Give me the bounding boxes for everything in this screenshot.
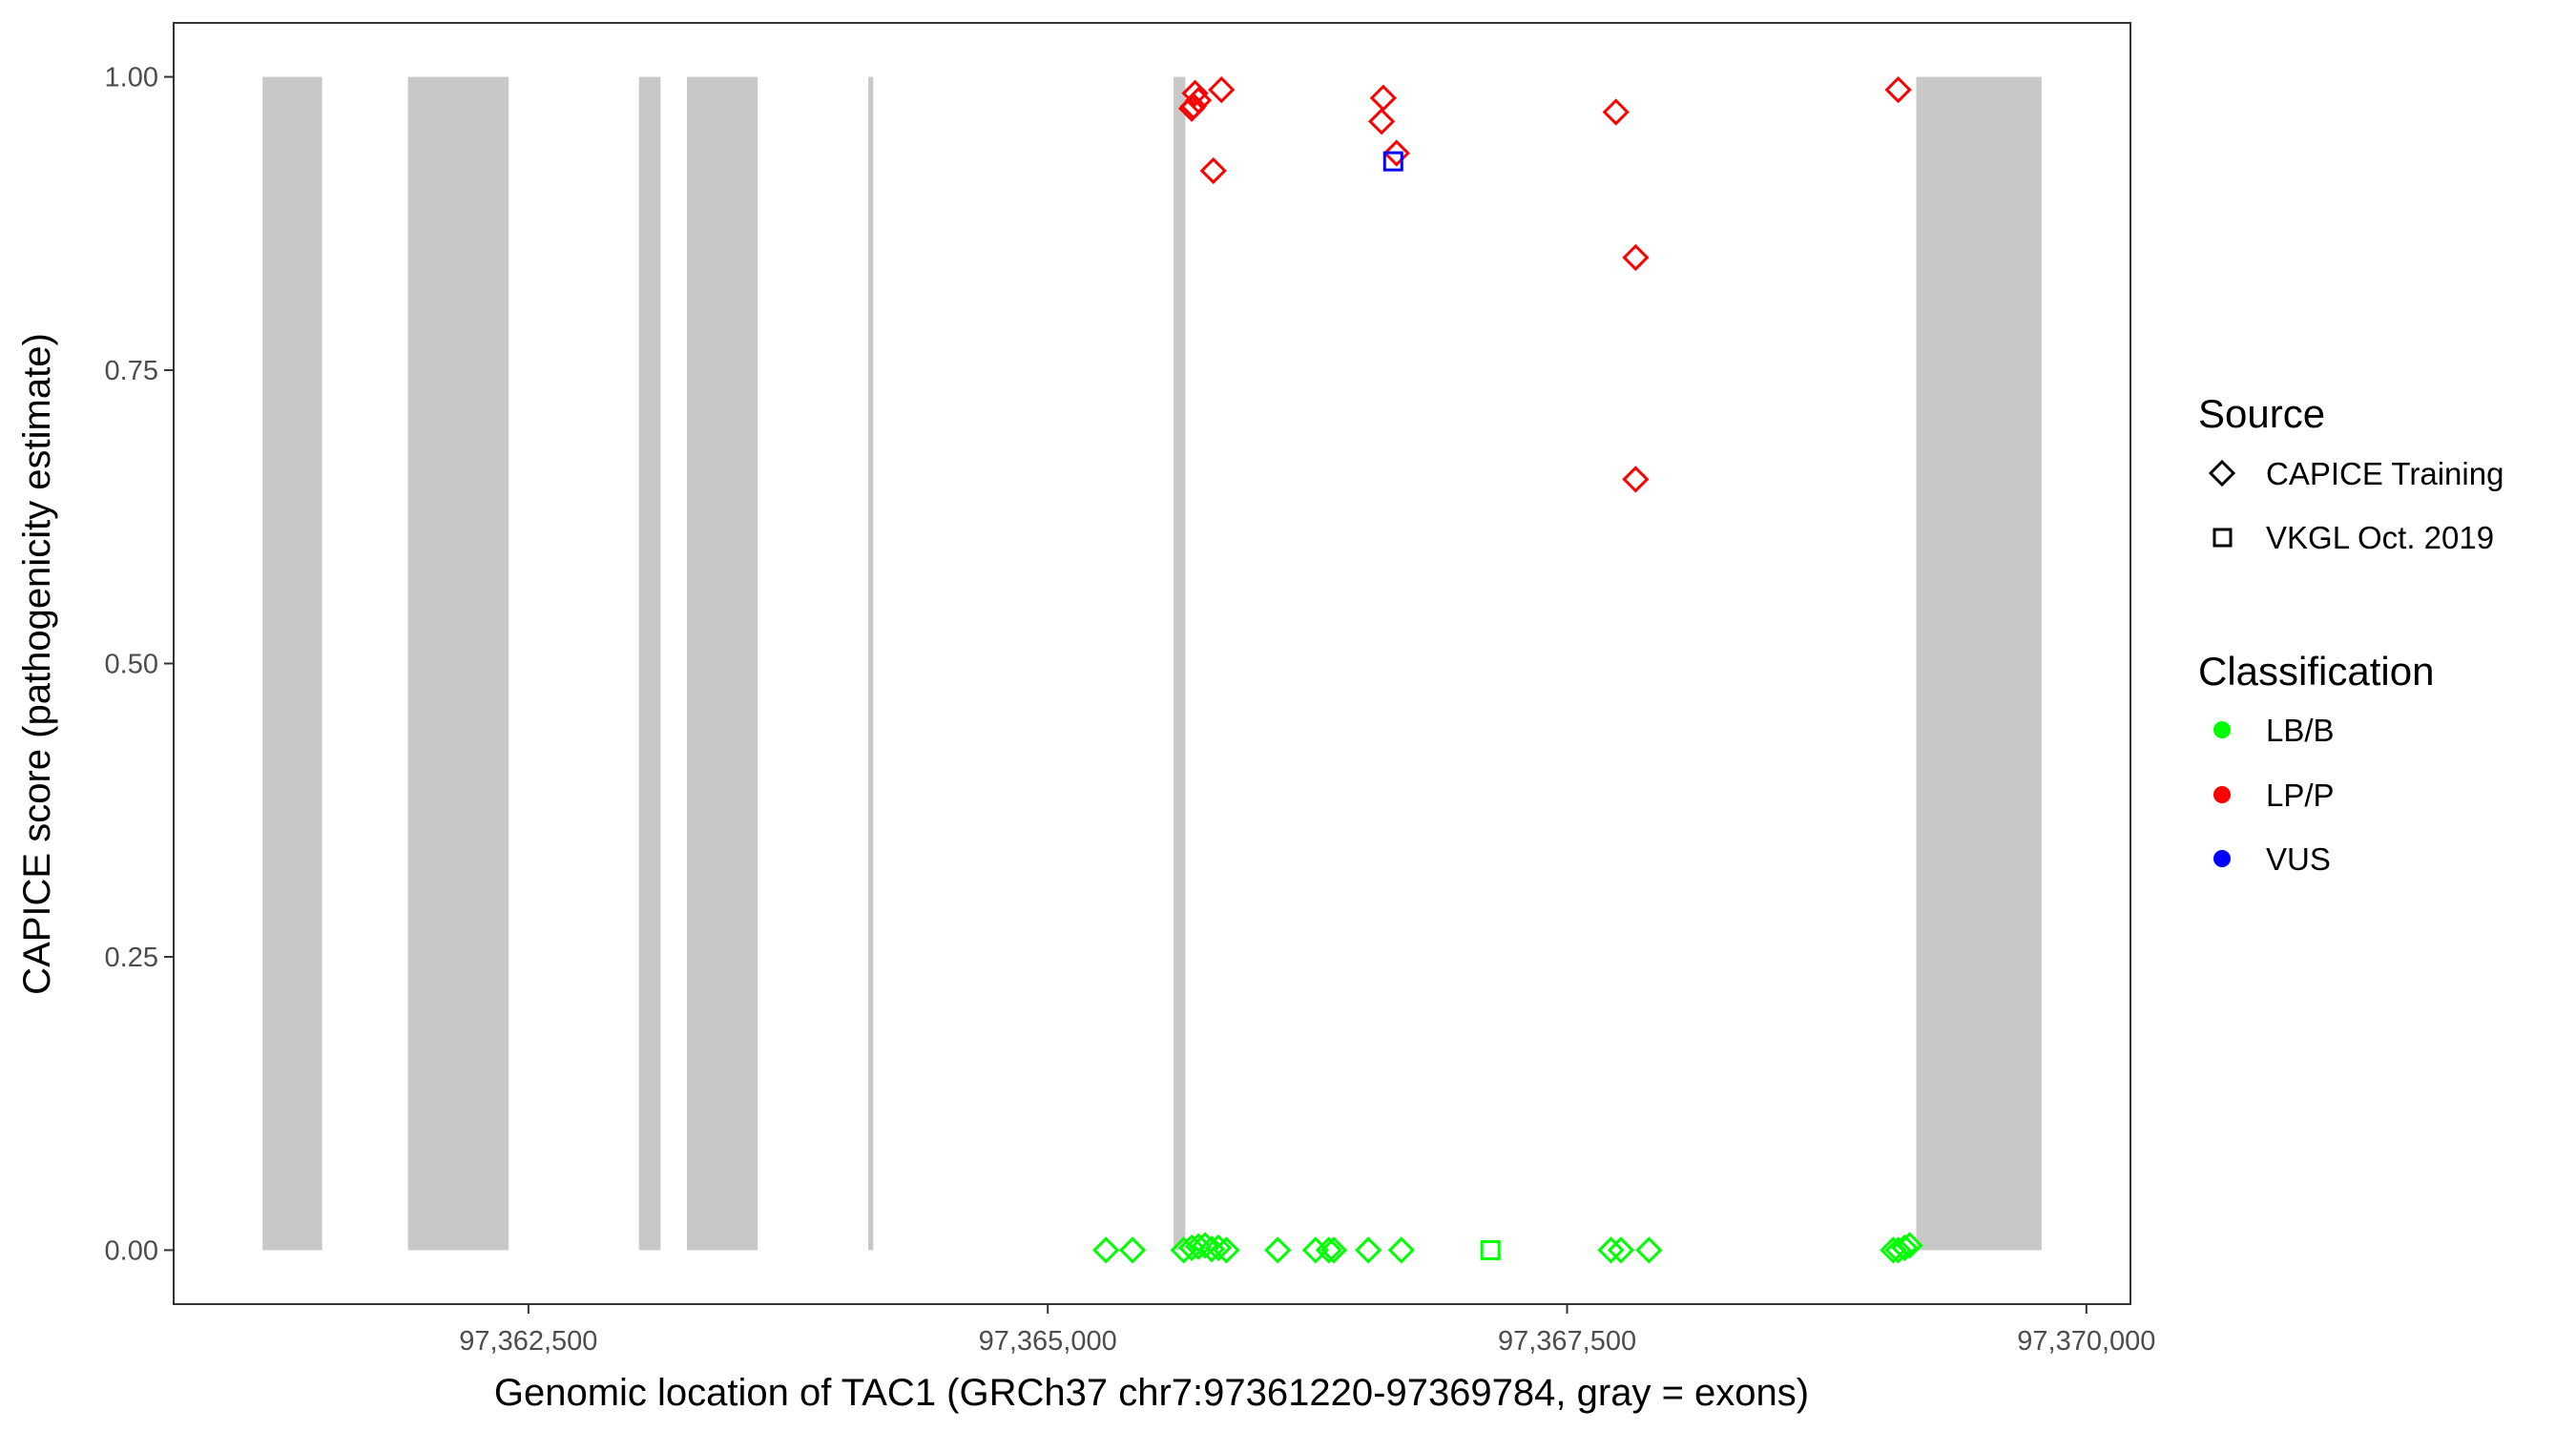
data-point-diamond <box>1208 75 1236 104</box>
data-point-diamond <box>1597 1236 1625 1264</box>
exon-band <box>868 76 874 1251</box>
data-point-diamond <box>1602 98 1630 126</box>
data-point-diamond <box>1170 1236 1197 1264</box>
data-point-diamond <box>1264 1236 1292 1264</box>
diamond-icon <box>2208 459 2236 487</box>
data-point-diamond <box>1891 1234 1919 1262</box>
legend-classification-title: Classification <box>2198 649 2434 694</box>
data-point-diamond <box>1315 1236 1342 1264</box>
data-point-square <box>1382 151 1403 172</box>
data-point-diamond <box>1607 1236 1635 1264</box>
data-point-diamond <box>1387 1236 1415 1264</box>
data-point-diamond <box>1177 1234 1206 1262</box>
data-points <box>1092 75 1923 1264</box>
data-point-diamond <box>1382 139 1410 167</box>
data-point-diamond <box>1622 243 1650 272</box>
data-point-diamond <box>1118 1236 1147 1264</box>
y-tick-label: 0.50 <box>105 650 158 680</box>
legend-item-label: LP/P <box>2266 778 2335 813</box>
x-axis-ticks: 97,362,500 97,365,000 97,367,500 97,370,000 <box>459 1304 2155 1357</box>
exon-band <box>687 76 758 1251</box>
legend-classification: Classification LB/B LP/P VUS <box>2198 649 2434 877</box>
exon-band <box>262 76 322 1251</box>
data-point-diamond <box>1199 156 1227 185</box>
exon-band <box>638 76 661 1251</box>
y-tick-label: 0.75 <box>105 356 158 386</box>
data-point-diamond <box>1884 1236 1912 1264</box>
legend-item-label: VKGL Oct. 2019 <box>2266 520 2494 555</box>
data-point-diamond <box>1092 1236 1120 1264</box>
legend-source-title: Source <box>2198 391 2325 436</box>
y-axis-ticks: 0.00 0.25 0.50 0.75 1.00 <box>105 63 174 1266</box>
x-axis-title: Genomic location of TAC1 (GRCh37 chr7:97… <box>494 1372 1809 1414</box>
exon-band <box>1916 76 2042 1251</box>
exon-band <box>407 76 509 1251</box>
legend-source: Source CAPICE Training VKGL Oct. 2019 <box>2198 391 2503 555</box>
x-tick-label: 97,365,000 <box>979 1326 1117 1357</box>
data-point-diamond <box>1177 94 1206 122</box>
data-point-diamond <box>1635 1236 1663 1264</box>
x-tick-label: 97,370,000 <box>2017 1326 2155 1357</box>
exon-bands <box>262 76 2042 1251</box>
legend-item-label: CAPICE Training <box>2266 456 2503 491</box>
y-tick-label: 0.00 <box>105 1235 158 1266</box>
x-tick-label: 97,362,500 <box>459 1326 597 1357</box>
square-icon <box>2212 528 2233 548</box>
data-point-diamond <box>1622 466 1650 493</box>
data-point-diamond <box>1181 79 1209 107</box>
exon-band <box>1174 76 1186 1251</box>
data-point-square <box>1480 1239 1501 1260</box>
y-tick-label: 0.25 <box>105 943 158 973</box>
data-point-diamond <box>1204 1234 1233 1262</box>
legend-dot-vus <box>2213 850 2231 867</box>
y-tick-label: 1.00 <box>105 63 158 93</box>
data-point-diamond <box>1355 1236 1382 1264</box>
data-point-diamond <box>1369 84 1397 112</box>
data-point-diamond <box>1319 1236 1348 1264</box>
legend-item-label: VUS <box>2266 841 2331 877</box>
data-point-diamond <box>1213 1236 1240 1264</box>
data-point-diamond <box>1884 75 1912 104</box>
data-point-diamond <box>1896 1232 1923 1259</box>
legend-item-label: LB/B <box>2266 713 2335 748</box>
x-tick-label: 97,367,500 <box>1498 1326 1636 1357</box>
legend-dot-lpp <box>2213 786 2231 803</box>
legend-dot-lbb <box>2213 721 2231 738</box>
data-point-diamond <box>1367 108 1396 135</box>
y-axis-title: CAPICE score (pathogenicity estimate) <box>16 333 58 995</box>
